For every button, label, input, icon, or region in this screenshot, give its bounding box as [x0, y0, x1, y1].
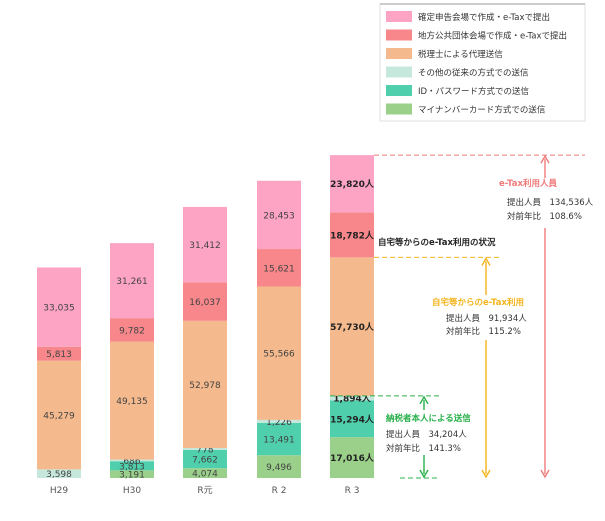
data-label: 17,016人: [330, 452, 375, 464]
bar-segment: [183, 449, 227, 469]
data-label: 31,261: [116, 277, 148, 287]
legend-label: 地方公共団体会場で作成・e-Taxで提出: [418, 31, 567, 42]
data-label: 686: [123, 457, 140, 467]
data-label: 33,035: [43, 304, 75, 314]
category-label: H29: [50, 486, 68, 496]
bar-segment: [183, 282, 227, 321]
legend-label: マイナンバーカード方式での送信: [418, 105, 546, 116]
self-count: 提出人員 34,204人: [386, 429, 467, 440]
data-label: 57,730人: [330, 321, 375, 333]
data-label: 9,496: [266, 463, 292, 473]
bar-segment: [330, 212, 374, 258]
self-ratio: 対前年比 141.3%: [386, 443, 461, 454]
bar-segment: [330, 400, 374, 438]
legend-label: その他の従来の方式での送信: [418, 68, 529, 79]
bar-segment: [37, 469, 81, 478]
data-label: 5,813: [46, 350, 72, 360]
bar-segment: [257, 455, 301, 478]
bar-segment: [330, 257, 374, 396]
category-label: R元: [197, 486, 212, 496]
home-title: 自宅等からのe-Tax利用: [432, 297, 524, 308]
etax-count: 提出人員 134,536人: [507, 197, 594, 208]
etax-ratio: 対前年比 108.6%: [507, 211, 582, 222]
legend: 確定申告会場で作成・e-Taxで提出地方公共団体会場で作成・e-Taxで提出税理…: [379, 3, 586, 122]
data-label: 52,978: [189, 381, 221, 391]
bar-segment: [330, 437, 374, 478]
home-ratio: 対前年比 115.2%: [446, 326, 521, 337]
bar-segment: [257, 422, 301, 456]
data-label: 45,279: [43, 412, 75, 422]
home-heading: 自宅等からのe-Tax利用の状況: [378, 237, 496, 248]
legend-swatch: [386, 48, 412, 59]
legend-label: 確定申告会場で作成・e-Taxで提出: [418, 12, 550, 23]
bar-segment: [110, 243, 154, 319]
bar-segment: [330, 155, 374, 213]
bar-segment: [257, 419, 301, 423]
data-label: 16,037: [189, 298, 221, 308]
data-label: 4,074: [192, 470, 218, 480]
legend-label: 税理士による代理送信: [418, 49, 503, 60]
legend-label: ID・パスワード方式での送信: [418, 86, 530, 97]
legend-swatch: [386, 103, 412, 115]
data-label: 15,294人: [330, 413, 375, 425]
legend-swatch: [386, 29, 412, 41]
home-count: 提出人員 91,934人: [446, 313, 527, 324]
data-label: 778: [196, 445, 213, 455]
bar-segment: [257, 180, 301, 250]
etax-title: e-Tax利用人員: [499, 178, 557, 189]
legend-swatch: [386, 66, 412, 78]
bar-segment: [257, 249, 301, 287]
bar-segment: [110, 318, 154, 342]
data-label: 23,820人: [330, 178, 375, 190]
data-label: 55,566: [263, 350, 295, 360]
bar-segment: [37, 346, 81, 361]
data-label: 3,598: [46, 470, 72, 480]
category-labels: H29 H30 R元 R 2 R 3: [50, 486, 360, 496]
bar-segment: [183, 447, 227, 450]
legend-swatch: [386, 85, 412, 96]
bar-segment: [183, 206, 227, 283]
self-title: 納税者本人による送信: [386, 413, 471, 424]
data-label: 3,191: [119, 471, 145, 481]
data-label: 1,226: [266, 418, 292, 428]
data-label: 13,491: [263, 436, 295, 446]
bar-segment: [330, 395, 374, 401]
data-label: 18,782人: [330, 229, 375, 241]
bar-segment: [110, 461, 154, 471]
data-label: 28,453: [263, 211, 295, 221]
bar-segment: [37, 267, 81, 347]
bar-segment: [110, 341, 154, 460]
data-label: 31,412: [189, 241, 221, 251]
bar-segment: [110, 459, 154, 462]
bar-segment: [257, 286, 301, 420]
data-label: 9,782: [119, 326, 145, 336]
legend-swatch: [386, 11, 412, 22]
category-label: H30: [123, 486, 141, 496]
category-label: R 2: [272, 486, 287, 496]
data-label: 15,621: [263, 264, 295, 274]
bar-segment: [183, 468, 227, 478]
data-label: 49,135: [116, 397, 148, 407]
bar-segment: [37, 360, 81, 470]
bar-segment: [110, 470, 154, 478]
category-label: R 3: [345, 486, 360, 496]
data-label: 7,662: [192, 456, 218, 466]
bar-segment: [183, 320, 227, 448]
data-label: 3,813: [119, 462, 145, 472]
